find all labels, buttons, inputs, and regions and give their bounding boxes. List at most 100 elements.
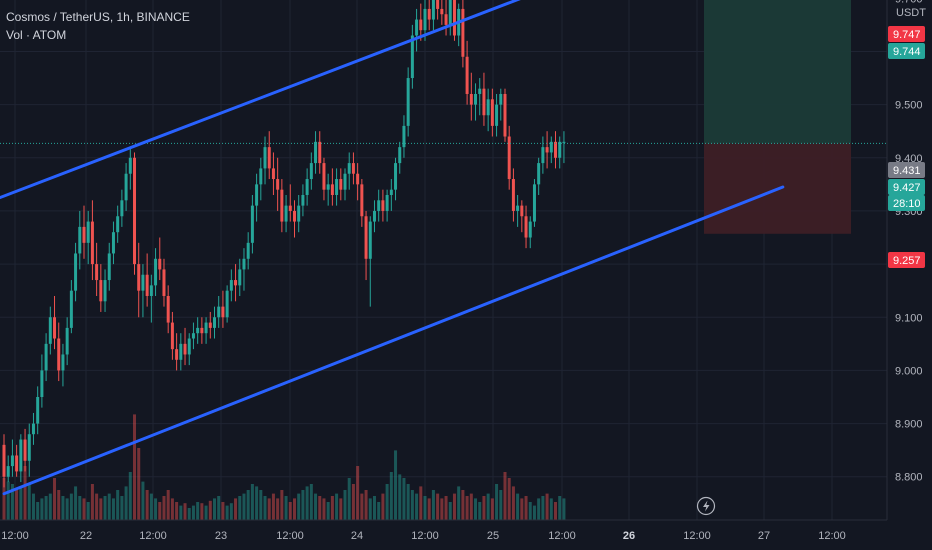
- candle-body: [31, 423, 35, 435]
- candle-body: [448, 0, 452, 25]
- candle-body: [339, 179, 343, 190]
- candle-body: [499, 93, 503, 105]
- candle-body: [292, 210, 296, 222]
- svg-text:9.427: 9.427: [893, 182, 921, 194]
- candle-body: [141, 274, 145, 291]
- y-tick-label: 9.500: [895, 100, 923, 112]
- candle-body: [423, 8, 427, 31]
- volume-bar: [57, 490, 61, 520]
- channel-upper-line: [0, 0, 521, 200]
- volume-bar: [394, 450, 398, 520]
- volume-bar: [10, 484, 14, 520]
- volume-bar: [86, 502, 90, 520]
- volume-bar: [537, 498, 541, 520]
- candle-body: [461, 8, 465, 57]
- y-tick-label: 9.100: [895, 312, 923, 324]
- volume-indicator-label[interactable]: Vol · ATOM: [6, 28, 67, 42]
- candle-body: [343, 173, 347, 190]
- price-tag: 9.431: [888, 162, 925, 178]
- candle-body: [166, 295, 170, 323]
- candle-body: [229, 280, 233, 291]
- svg-text:9.744: 9.744: [893, 46, 921, 58]
- volume-bar: [452, 493, 456, 520]
- volume-bar: [381, 493, 385, 520]
- volume-bar: [6, 481, 10, 520]
- candle-body: [276, 179, 280, 190]
- volume-bar: [255, 486, 259, 520]
- candle-body: [263, 147, 267, 169]
- volume-bar: [297, 493, 301, 520]
- volume-bar: [326, 502, 330, 520]
- candle-body: [318, 141, 322, 164]
- y-tick-label: 8.800: [895, 472, 923, 484]
- candle-body: [356, 173, 360, 185]
- volume-bar: [347, 478, 351, 520]
- volume-bar: [234, 498, 238, 520]
- volume-bar: [99, 498, 103, 520]
- volume-bar: [330, 496, 334, 520]
- candle-body: [511, 179, 515, 211]
- volume-bar: [36, 502, 40, 520]
- candle-body: [78, 226, 82, 254]
- volume-bar: [562, 498, 566, 520]
- volume-bar: [40, 498, 44, 520]
- volume-bar: [507, 478, 511, 520]
- time-axis-panel: [0, 520, 932, 550]
- candle-body: [305, 179, 309, 195]
- volume-bar: [141, 481, 145, 520]
- candle-body: [516, 205, 520, 211]
- candle-body: [204, 322, 208, 334]
- candle-body: [15, 455, 19, 472]
- candle-body: [107, 253, 111, 281]
- volume-bar: [166, 490, 170, 520]
- x-tick-label: 12:00: [1, 530, 29, 542]
- candle-body: [175, 349, 179, 360]
- candle-body: [314, 141, 318, 164]
- candle-body: [124, 173, 128, 201]
- candle-body: [6, 466, 10, 477]
- candle-body: [158, 258, 162, 270]
- candle-body: [558, 141, 562, 158]
- candle-body: [250, 205, 254, 243]
- candle-body: [61, 354, 65, 371]
- candle-body: [360, 184, 364, 217]
- volume-bar: [335, 493, 339, 520]
- volume-bar: [532, 505, 536, 520]
- candle-body: [74, 253, 78, 291]
- volume-bar: [549, 498, 553, 520]
- volume-bar: [410, 490, 414, 520]
- volume-bar: [204, 505, 208, 520]
- candle-body: [86, 221, 90, 243]
- candle-body: [154, 258, 158, 286]
- candle-body: [347, 163, 351, 174]
- volume-bar: [503, 472, 507, 520]
- volume-bar: [478, 502, 482, 520]
- volume-bar: [124, 486, 128, 520]
- volume-bar: [309, 484, 313, 520]
- volume-bar: [225, 505, 229, 520]
- volume-bar: [385, 484, 389, 520]
- volume-bar: [23, 466, 27, 520]
- x-tick-label: 24: [351, 530, 363, 542]
- volume-bar: [82, 498, 86, 520]
- x-tick-label: 12:00: [548, 530, 576, 542]
- volume-bar: [90, 484, 94, 520]
- volume-bar: [305, 486, 309, 520]
- price-axis-panel: [887, 0, 932, 550]
- symbol-title[interactable]: Cosmos / TetherUS, 1h, BINANCE: [6, 10, 190, 24]
- candle-body: [149, 285, 153, 296]
- candle-body: [208, 322, 212, 328]
- candle-body: [44, 343, 48, 371]
- x-tick-label: 12:00: [818, 530, 846, 542]
- target-zone: [704, 0, 851, 144]
- candle-body: [65, 327, 69, 355]
- volume-bar: [301, 490, 305, 520]
- volume-bar: [116, 490, 120, 520]
- candle-body: [398, 147, 402, 164]
- replay-lightning-icon[interactable]: [696, 496, 716, 516]
- x-tick-label: 12:00: [276, 530, 304, 542]
- candle-body: [368, 221, 372, 259]
- y-tick-label: 8.900: [895, 419, 923, 431]
- candle-body: [427, 8, 431, 20]
